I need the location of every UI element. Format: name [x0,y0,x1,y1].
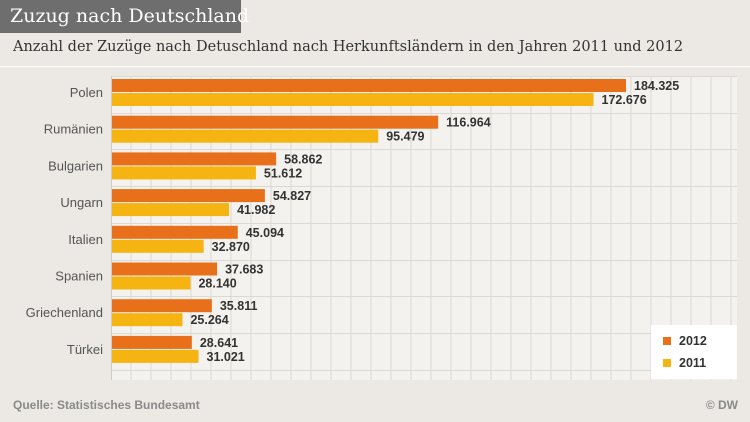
data-label-2012: 28.641 [200,336,238,350]
bar-2011 [112,129,379,143]
category-label: Spanien [55,269,103,284]
bar-2012 [112,299,212,313]
bar-2012 [112,189,265,203]
data-label-2011: 25.264 [190,313,228,327]
bar-2011 [112,239,204,253]
category-label: Rumänien [44,122,103,137]
legend: 2012 2011 [651,325,737,379]
data-label-2012: 54.827 [273,189,311,203]
bar-2012 [112,225,238,239]
data-label-2011: 41.982 [237,203,275,217]
bar-2011 [112,203,230,217]
legend-swatch-2012 [663,337,671,345]
data-label-2011: 51.612 [264,166,302,180]
bar-2012 [112,79,626,92]
category-label: Polen [70,85,103,100]
data-label-2011: 172.676 [602,93,647,107]
data-label-2012: 45.094 [246,226,284,240]
data-label-2012: 37.683 [225,263,263,277]
chart-title: Zuzug nach Deutschland [10,5,250,27]
title-bar: Zuzug nach Deutschland [0,0,249,33]
data-label-2011: 95.479 [386,130,424,144]
source-note: Quelle: Statistisches Bundesamt [13,398,200,412]
data-label-2012: 35.811 [220,299,258,313]
category-label: Bulgarien [48,158,103,173]
data-label-2012: 58.862 [284,152,322,166]
bar-2011 [112,166,256,180]
data-label-2012: 184.325 [634,79,679,93]
data-label-2012: 116.964 [446,116,491,130]
data-label-2011: 32.870 [212,240,250,254]
chart-subtitle: Anzahl der Zuzüge nach Detuschland nach … [13,39,684,55]
category-label: Ungarn [60,195,103,210]
category-label: Türkei [67,342,103,357]
legend-label-2012: 2012 [679,334,707,348]
legend-label-2011: 2011 [679,356,707,370]
bar-2012 [112,335,192,349]
category-label: Italien [68,232,103,247]
bar-2011 [112,93,594,106]
legend-item-2011: 2011 [663,356,706,370]
legend-item-2012: 2012 [663,334,707,348]
bar-2011 [112,276,191,290]
title-divider [0,66,750,67]
bar-2012 [112,115,439,129]
bar-2012 [112,152,277,166]
category-label: Griechenland [26,305,103,320]
bar-2011 [112,313,183,327]
dw-copyright: © DW [705,398,738,412]
legend-swatch-2011 [663,359,671,367]
bar-2012 [112,262,218,276]
bar-2011 [112,349,199,363]
data-label-2011: 31.021 [207,350,245,364]
data-label-2011: 28.140 [198,277,236,291]
